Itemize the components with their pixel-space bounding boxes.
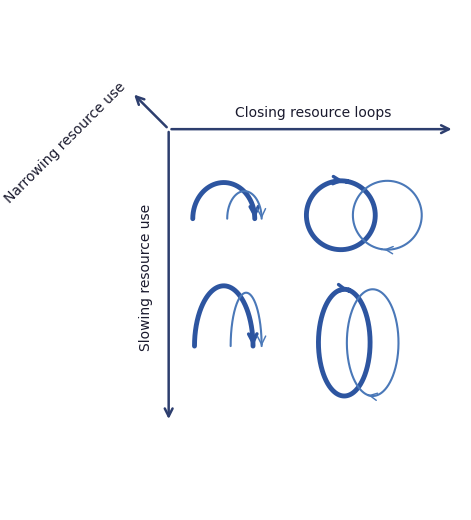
Text: Slowing resource use: Slowing resource use: [139, 204, 153, 351]
Text: Closing resource loops: Closing resource loops: [235, 106, 391, 120]
Text: Narrowing resource use: Narrowing resource use: [2, 79, 129, 205]
